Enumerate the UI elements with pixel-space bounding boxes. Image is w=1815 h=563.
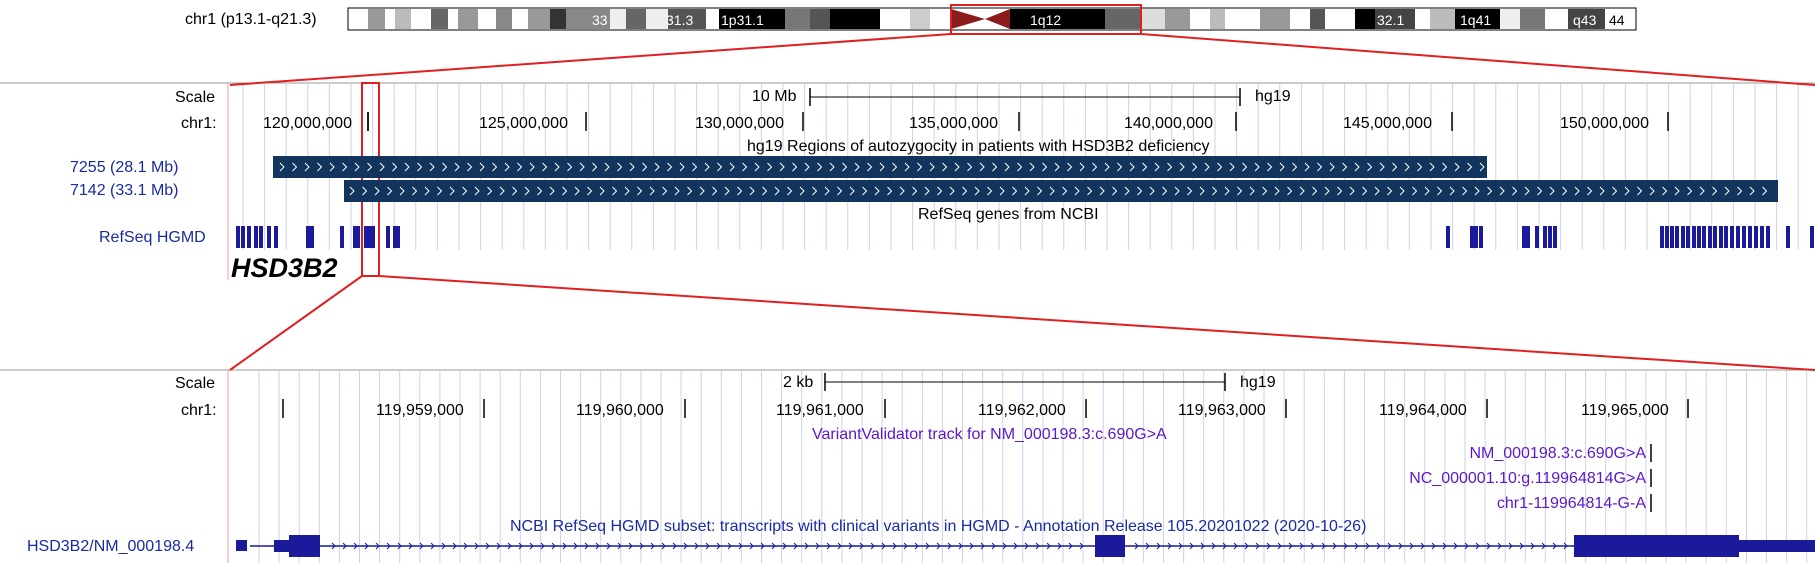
- region-label-7255[interactable]: 7255 (28.1 Mb): [70, 159, 179, 176]
- band-label: 31.3: [666, 12, 694, 28]
- overview-scale-label: Scale: [175, 89, 216, 106]
- hgmd-track-title: NCBI RefSeq HGMD subset: transcripts wit…: [510, 518, 1367, 535]
- band-label: q43: [1573, 12, 1597, 28]
- region-label-7142[interactable]: 7142 (33.1 Mb): [70, 182, 179, 199]
- detail-assembly: hg19: [1240, 374, 1276, 391]
- variant-hgvs-transcript[interactable]: NM_000198.3:c.690G>A: [1469, 445, 1646, 462]
- detail-ruler: [282, 399, 1689, 418]
- overview-tick-label: 150,000,000: [1560, 115, 1649, 132]
- overview-ruler: [367, 112, 1669, 131]
- autozygosity-track-title: hg19 Regions of autozygocity in patients…: [747, 138, 1210, 155]
- refseq-track-title: RefSeq genes from NCBI: [918, 206, 1099, 223]
- detail-scale-label: Scale: [175, 375, 216, 392]
- detail-chrom-label: chr1:: [181, 402, 217, 419]
- detail-scale-bar: [824, 373, 1226, 391]
- variant-vcf-id[interactable]: chr1-119964814-G-A: [1496, 495, 1646, 512]
- band-label: 1q12: [1030, 12, 1062, 28]
- refseq-hgmd-track-label[interactable]: RefSeq HGMD: [99, 229, 206, 246]
- hsd3b2-transcript-model[interactable]: [236, 535, 1815, 557]
- zoom-connector-bottom: [229, 82, 1815, 371]
- ideogram-region-label: chr1 (p13.1-q21.3): [185, 11, 317, 28]
- overview-assembly: hg19: [1255, 88, 1291, 105]
- detail-tick-label: 119,961,000: [776, 402, 864, 419]
- overview-scale-value: 10 Mb: [752, 88, 797, 105]
- detail-tick-label: 119,962,000: [978, 402, 1066, 419]
- overview-tick-label: 135,000,000: [909, 115, 998, 132]
- overview-tick-label: 130,000,000: [695, 115, 784, 132]
- refseq-hgmd-gene-marks[interactable]: [236, 226, 1814, 248]
- variantvalidator-track-title: VariantValidator track for NM_000198.3:c…: [812, 426, 1167, 443]
- detail-tick-label: 119,959,000: [376, 402, 464, 419]
- overview-tick-label: 120,000,000: [263, 115, 352, 132]
- autozygosity-region-7255[interactable]: [273, 156, 1487, 178]
- detail-grid: [258, 371, 1808, 563]
- band-label: 1p31.1: [721, 12, 764, 28]
- autozygosity-region-7142[interactable]: [344, 180, 1778, 202]
- band-label: 1q41: [1460, 12, 1492, 28]
- zoom-connector-top: [229, 4, 1815, 86]
- overview-tick-label: 125,000,000: [479, 115, 568, 132]
- band-label: 32.1: [1377, 12, 1405, 28]
- hsd3b2-gene-label: HSD3B2: [231, 253, 338, 283]
- variant-hgvs-genomic[interactable]: NC_000001.10:g.119964814G>A: [1409, 470, 1646, 487]
- detail-scale-value: 2 kb: [783, 374, 814, 391]
- overview-scale-bar: [809, 88, 1241, 106]
- chromosome-ideogram[interactable]: [347, 7, 1637, 31]
- detail-tick-label: 119,965,000: [1581, 402, 1669, 419]
- overview-chrom-label: chr1:: [181, 115, 217, 132]
- band-label: 44: [1609, 12, 1625, 28]
- detail-tick-label: 119,960,000: [576, 402, 664, 419]
- overview-tick-label: 140,000,000: [1124, 115, 1213, 132]
- overview-tick-label: 145,000,000: [1343, 115, 1432, 132]
- detail-tick-label: 119,964,000: [1379, 402, 1467, 419]
- detail-tick-label: 119,963,000: [1178, 402, 1266, 419]
- transcript-label[interactable]: HSD3B2/NM_000198.4: [27, 538, 195, 555]
- band-label: 33: [592, 12, 608, 28]
